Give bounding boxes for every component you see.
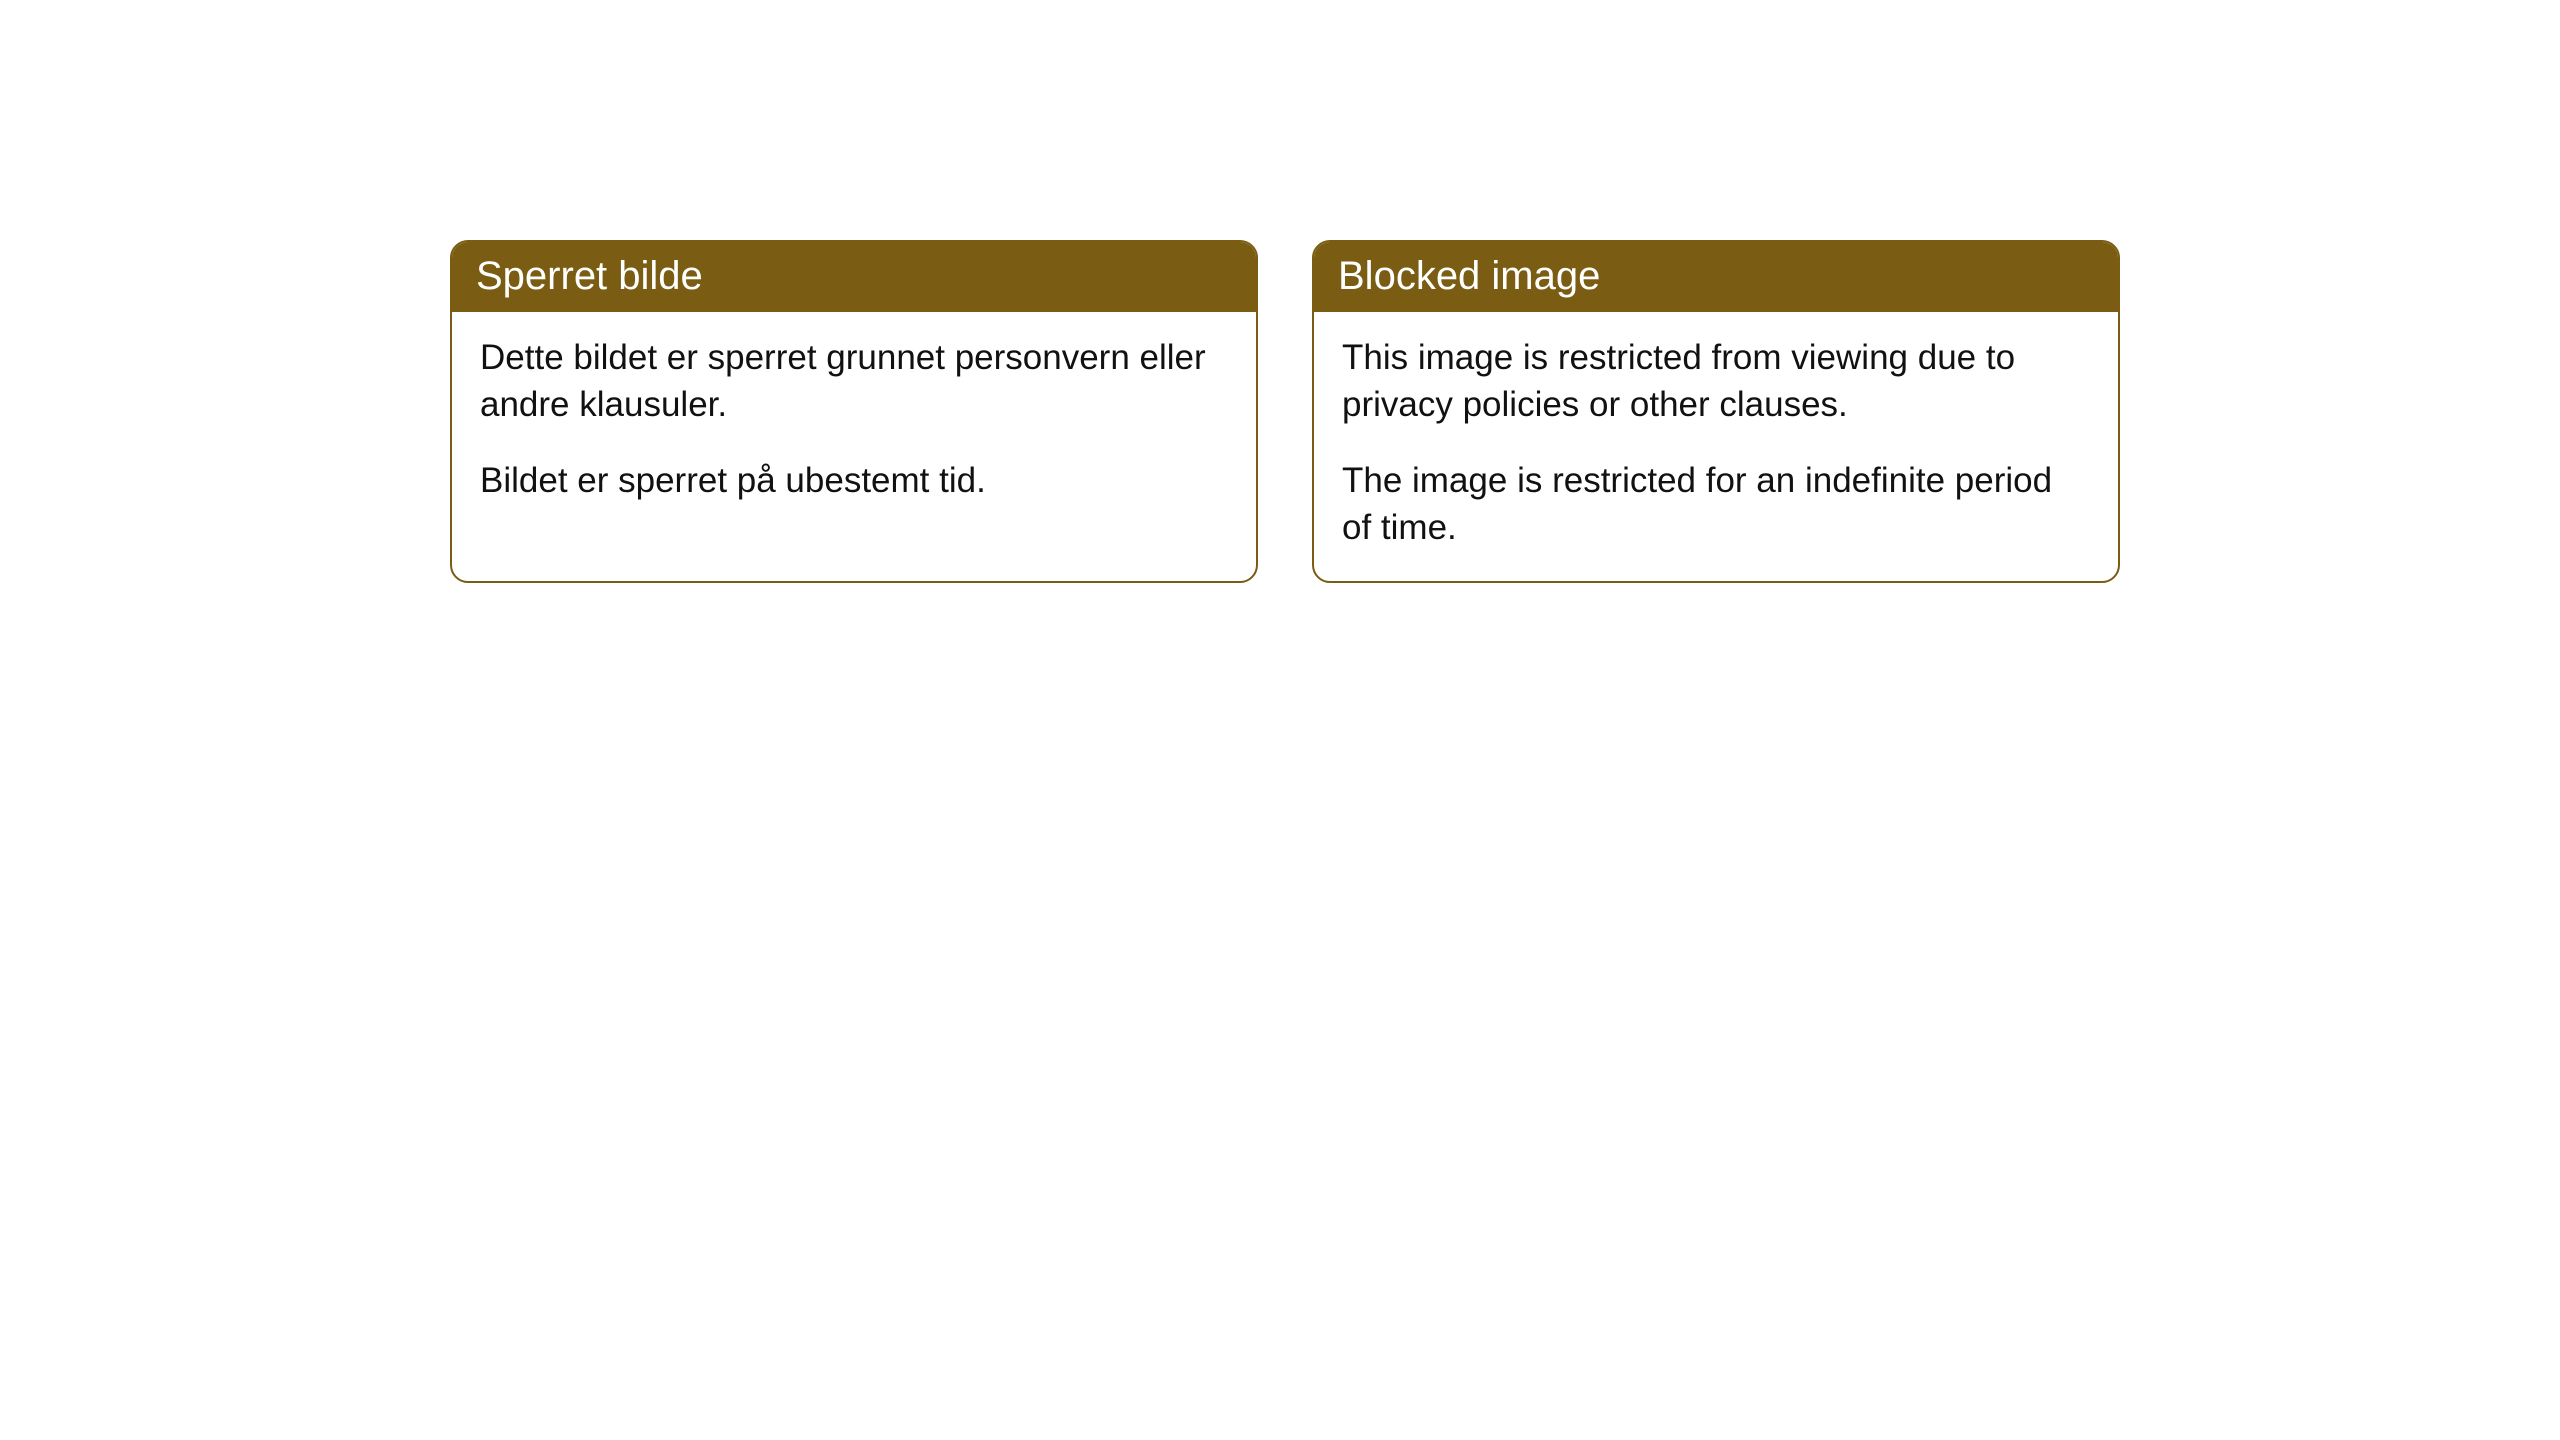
card-header-en: Blocked image <box>1314 242 2118 312</box>
card-para1-en: This image is restricted from viewing du… <box>1342 334 2090 429</box>
card-body-en: This image is restricted from viewing du… <box>1314 312 2118 581</box>
blocked-image-card-no: Sperret bilde Dette bildet er sperret gr… <box>450 240 1258 583</box>
card-body-no: Dette bildet er sperret grunnet personve… <box>452 312 1256 534</box>
cards-container: Sperret bilde Dette bildet er sperret gr… <box>450 240 2120 583</box>
card-para1-no: Dette bildet er sperret grunnet personve… <box>480 334 1228 429</box>
blocked-image-card-en: Blocked image This image is restricted f… <box>1312 240 2120 583</box>
card-para2-no: Bildet er sperret på ubestemt tid. <box>480 457 1228 504</box>
card-header-no: Sperret bilde <box>452 242 1256 312</box>
card-para2-en: The image is restricted for an indefinit… <box>1342 457 2090 552</box>
